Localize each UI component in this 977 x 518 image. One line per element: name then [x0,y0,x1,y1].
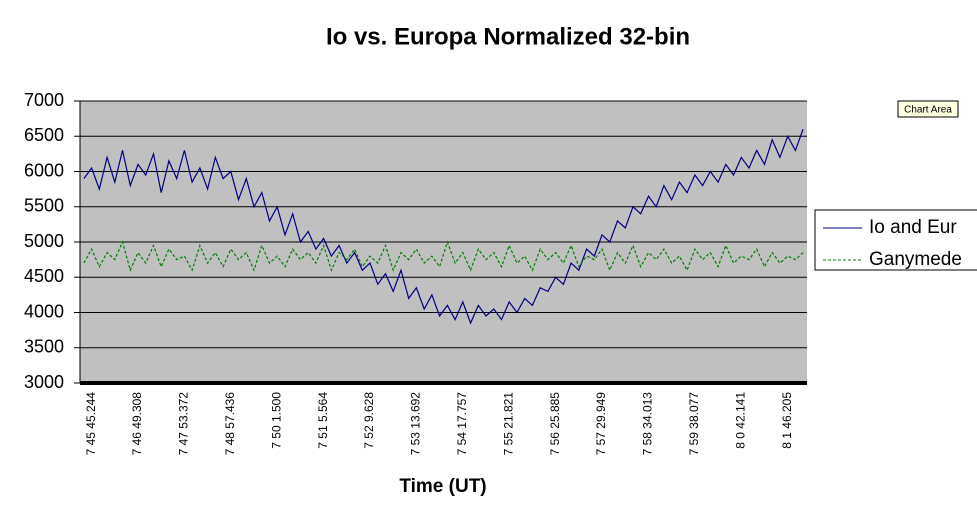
series-line [83,128,804,325]
x-tick-label: 7 55 21.821 [501,392,515,456]
y-tick-label: 5000 [24,231,64,251]
y-tick-label: 6000 [24,160,64,180]
x-tick-label: 7 50 1.500 [269,392,283,449]
x-tick-label: 7 48 57.436 [223,392,237,456]
y-tick-label: 3500 [24,337,64,357]
y-tick-label: 5500 [24,196,64,216]
x-tick-label: 7 59 38.077 [687,392,701,456]
x-tick-label: 7 52 9.628 [362,392,376,449]
legend-label: Ganymede [869,249,962,270]
y-tick-label: 3000 [24,372,64,392]
y-tick-label: 7000 [24,90,64,110]
chart-title: Io vs. Europa Normalized 32-bin [326,23,690,50]
x-tick-label: 7 46 49.308 [130,392,144,456]
y-tick-label: 4000 [24,301,64,321]
tooltip [897,100,959,118]
y-tick-label: 4500 [24,266,64,286]
x-tick-label: 7 54 17.757 [455,392,469,456]
x-tick-label: 7 53 13.692 [409,392,423,456]
x-tick-label: 7 47 53.372 [177,392,191,456]
legend-label: Io and Eur [869,217,957,238]
x-tick-label: 7 58 34.013 [641,392,655,456]
x-tick-label: 7 57 29.949 [594,392,608,456]
x-axis-title: Time (UT) [399,476,486,497]
x-tick-label: 7 45 45.244 [84,392,98,456]
legend [814,209,977,271]
y-tick-label: 6500 [24,125,64,145]
x-tick-label: 7 51 5.564 [316,392,330,449]
x-tick-label: 8 0 42.141 [733,392,747,449]
x-tick-label: 8 1 46.205 [780,392,794,449]
series-line [83,240,804,272]
x-tick-label: 7 56 25.885 [548,392,562,456]
tooltip-text: Chart Area [904,105,952,116]
